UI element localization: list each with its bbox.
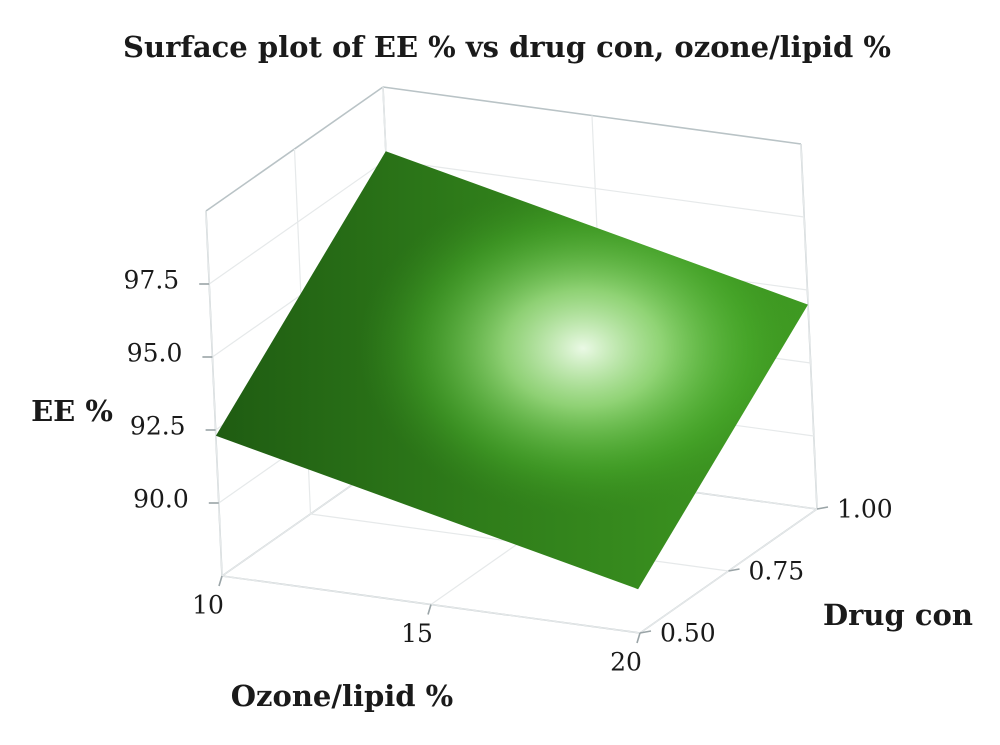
x-tick-label: 10	[192, 591, 224, 620]
surface-highlight	[215, 151, 808, 590]
chart-title: Surface plot of EE % vs drug con, ozone/…	[123, 30, 891, 64]
backwall-gridline	[386, 159, 805, 218]
z-tick-label: 90.0	[133, 485, 189, 514]
tick-marks	[199, 283, 829, 644]
y-axis-title: Drug con	[823, 598, 973, 632]
sidewall-gridline	[205, 210, 223, 577]
y-tick-label: 0.75	[749, 557, 805, 586]
y-tick-label: 0.50	[660, 619, 716, 648]
surface-mesh	[215, 151, 808, 590]
z-tick-label: 97.5	[124, 266, 180, 295]
z-tick-label: 92.5	[130, 412, 186, 441]
x-tick-label: 20	[610, 648, 642, 677]
x-axis-title: Ozone/lipid %	[231, 679, 453, 713]
x-tick-label: 15	[401, 619, 433, 648]
y-tick-mark	[728, 568, 740, 572]
x-tick-mark	[218, 575, 223, 587]
backwall-gridline	[800, 143, 818, 510]
y-tick-mark	[816, 506, 829, 510]
y-tick-mark	[639, 630, 652, 634]
sidewall-gridline	[208, 159, 387, 285]
x-tick-mark	[427, 604, 432, 615]
y-tick-label: 1.00	[837, 495, 893, 524]
z-tick-label: 95.0	[127, 339, 183, 368]
x-tick-mark	[636, 632, 641, 644]
z-axis-title: EE %	[31, 394, 113, 428]
